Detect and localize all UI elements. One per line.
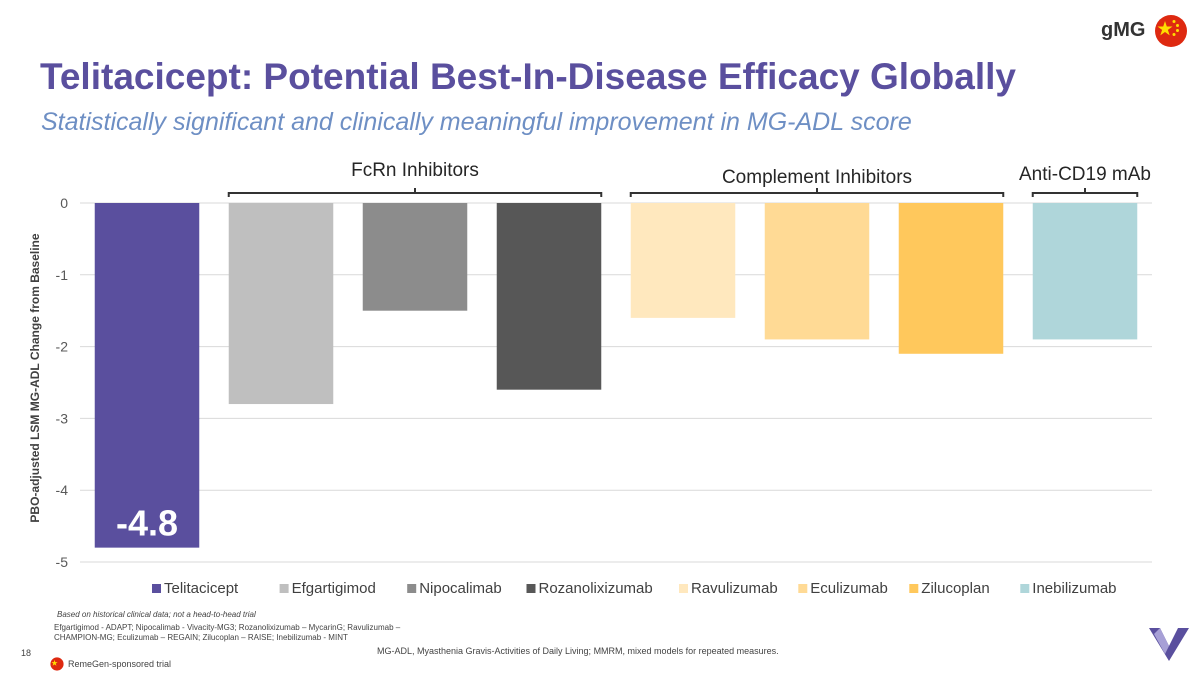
- flag-star-small: [1172, 20, 1176, 23]
- data-label: -4.8: [116, 503, 178, 544]
- bar-efgartigimod: [228, 203, 334, 405]
- bar-ravulizumab: [630, 203, 736, 318]
- flag-star-small: [1172, 33, 1176, 36]
- legend-label: Inebilizumab: [1032, 580, 1116, 597]
- bar-inebilizumab: [1032, 203, 1138, 340]
- china-flag-icon: [50, 657, 64, 671]
- group-bracket: [629, 188, 1005, 197]
- bar-zilucoplan: [898, 203, 1004, 354]
- legend-label: Rozanolixizumab: [539, 580, 653, 597]
- group-label: Complement Inhibitors: [722, 167, 912, 188]
- flag-disc: [50, 657, 64, 671]
- legend-swatch: [909, 584, 919, 593]
- page-title: Telitacicept: Potential Best-In-Disease …: [40, 56, 1017, 97]
- legend-label: Ravulizumab: [691, 580, 778, 597]
- y-tick-label: -3: [56, 410, 69, 426]
- page-number: 18: [21, 648, 32, 658]
- legend-swatch: [798, 584, 808, 593]
- y-axis-label: PBO-adjusted LSM MG-ADL Change from Base…: [28, 233, 42, 522]
- page-subtitle: Statistically significant and clinically…: [41, 108, 912, 136]
- bar-nipocalimab: [362, 203, 468, 311]
- footnote-abbreviations: MG-ADL, Myasthenia Gravis-Activities of …: [377, 646, 779, 656]
- logo-mark-dark: [1149, 628, 1189, 661]
- legend-label: Zilucoplan: [921, 580, 989, 597]
- legend-label: Efgartigimod: [292, 580, 376, 597]
- flag-star-big: [1157, 21, 1173, 36]
- bar-telitacicept: [94, 203, 200, 548]
- indication-label: gMG: [1101, 19, 1146, 41]
- legend-swatch: [152, 584, 161, 593]
- bar-rozanolixizumab: [496, 203, 602, 390]
- footnote-trials: Efgartigimod - ADAPT; Nipocalimab - Viva…: [54, 623, 401, 642]
- group-bracket: [1031, 188, 1139, 197]
- group-bracket: [227, 188, 603, 197]
- legend-swatch: [1020, 584, 1030, 593]
- y-tick-label: -1: [56, 267, 69, 283]
- company-logo-icon: [1149, 628, 1189, 661]
- y-tick-label: 0: [60, 195, 68, 211]
- logo-mark-light: [1154, 628, 1169, 654]
- legend-swatch: [679, 584, 688, 593]
- legend-label: Nipocalimab: [419, 580, 502, 597]
- group-label: FcRn Inhibitors: [351, 160, 479, 181]
- y-tick-label: -4: [56, 482, 69, 498]
- china-flag-icon: [1155, 15, 1187, 47]
- flag-star-big: [51, 659, 58, 666]
- legend-label: Telitacicept: [164, 580, 239, 597]
- flag-star-small: [1176, 29, 1179, 32]
- y-tick-label: -5: [56, 554, 69, 570]
- legend-swatch: [279, 584, 289, 593]
- legend-swatch: [526, 584, 536, 593]
- footnote-disclaimer: Based on historical clinical data; not a…: [57, 610, 256, 619]
- bar-chart: 0 -1 -2 -3 -4 -5 PBO-adjusted LSM MG-ADL Chang…: [28, 160, 1152, 597]
- flag-disc: [1155, 15, 1187, 47]
- bar-eculizumab: [764, 203, 870, 340]
- group-label: Anti-CD19 mAb: [1019, 164, 1151, 185]
- flag-star-small: [1176, 24, 1179, 27]
- legend-label: Eculizumab: [810, 580, 888, 597]
- y-tick-label: -2: [56, 339, 69, 355]
- sponsor-note: RemeGen-sponsored trial: [68, 659, 172, 669]
- legend-swatch: [407, 584, 417, 593]
